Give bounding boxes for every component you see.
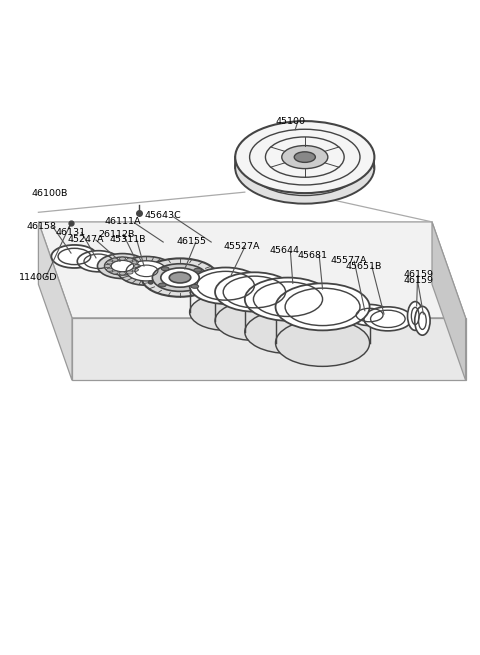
Ellipse shape bbox=[148, 280, 153, 284]
Ellipse shape bbox=[105, 257, 140, 275]
Ellipse shape bbox=[158, 283, 166, 287]
Ellipse shape bbox=[415, 307, 430, 335]
Ellipse shape bbox=[112, 271, 118, 274]
Ellipse shape bbox=[132, 268, 138, 271]
Text: 45651B: 45651B bbox=[346, 261, 382, 271]
Ellipse shape bbox=[348, 305, 391, 326]
Ellipse shape bbox=[105, 265, 111, 268]
Ellipse shape bbox=[51, 245, 97, 268]
Ellipse shape bbox=[235, 121, 374, 193]
Ellipse shape bbox=[107, 268, 113, 271]
Ellipse shape bbox=[276, 284, 370, 330]
Ellipse shape bbox=[250, 140, 360, 195]
Ellipse shape bbox=[126, 261, 167, 281]
Text: 45643C: 45643C bbox=[145, 211, 182, 220]
Ellipse shape bbox=[134, 265, 140, 268]
Text: 46159: 46159 bbox=[403, 271, 433, 279]
Ellipse shape bbox=[235, 132, 374, 204]
Text: 45577A: 45577A bbox=[330, 256, 367, 265]
Text: 46100B: 46100B bbox=[31, 189, 68, 198]
Text: 45644: 45644 bbox=[270, 246, 300, 255]
Ellipse shape bbox=[245, 310, 331, 354]
Text: 45311B: 45311B bbox=[109, 235, 146, 244]
Text: 46159: 46159 bbox=[403, 276, 433, 285]
Polygon shape bbox=[432, 222, 466, 381]
Ellipse shape bbox=[119, 257, 126, 260]
Ellipse shape bbox=[191, 284, 199, 288]
Polygon shape bbox=[38, 222, 72, 381]
Text: 45527A: 45527A bbox=[223, 242, 260, 251]
Ellipse shape bbox=[294, 152, 315, 162]
Text: 1140GD: 1140GD bbox=[19, 272, 58, 282]
Ellipse shape bbox=[107, 261, 113, 264]
Text: 45247A: 45247A bbox=[67, 235, 104, 244]
Ellipse shape bbox=[364, 307, 412, 331]
Text: 45681: 45681 bbox=[298, 250, 327, 259]
Ellipse shape bbox=[142, 258, 218, 297]
Ellipse shape bbox=[276, 320, 370, 366]
Ellipse shape bbox=[169, 272, 191, 283]
Text: 46131: 46131 bbox=[55, 228, 85, 237]
Ellipse shape bbox=[245, 278, 331, 321]
Ellipse shape bbox=[97, 253, 147, 278]
Ellipse shape bbox=[118, 257, 175, 286]
Ellipse shape bbox=[132, 261, 138, 264]
Ellipse shape bbox=[215, 301, 294, 341]
Text: 26112B: 26112B bbox=[98, 230, 135, 239]
Ellipse shape bbox=[77, 251, 120, 272]
Ellipse shape bbox=[408, 301, 423, 330]
Ellipse shape bbox=[127, 258, 133, 261]
Ellipse shape bbox=[112, 258, 118, 261]
Text: 46158: 46158 bbox=[26, 222, 57, 231]
Ellipse shape bbox=[119, 272, 126, 275]
Polygon shape bbox=[72, 318, 466, 381]
Ellipse shape bbox=[152, 264, 208, 291]
Ellipse shape bbox=[282, 145, 328, 168]
Polygon shape bbox=[38, 222, 466, 318]
Text: 46111A: 46111A bbox=[105, 217, 141, 227]
Ellipse shape bbox=[190, 267, 262, 304]
Text: 46155: 46155 bbox=[177, 236, 206, 246]
Ellipse shape bbox=[215, 272, 294, 312]
Text: 45100: 45100 bbox=[276, 117, 306, 126]
Ellipse shape bbox=[161, 267, 169, 271]
Ellipse shape bbox=[194, 269, 202, 272]
Ellipse shape bbox=[161, 268, 199, 287]
Ellipse shape bbox=[190, 294, 262, 330]
Ellipse shape bbox=[127, 271, 133, 274]
